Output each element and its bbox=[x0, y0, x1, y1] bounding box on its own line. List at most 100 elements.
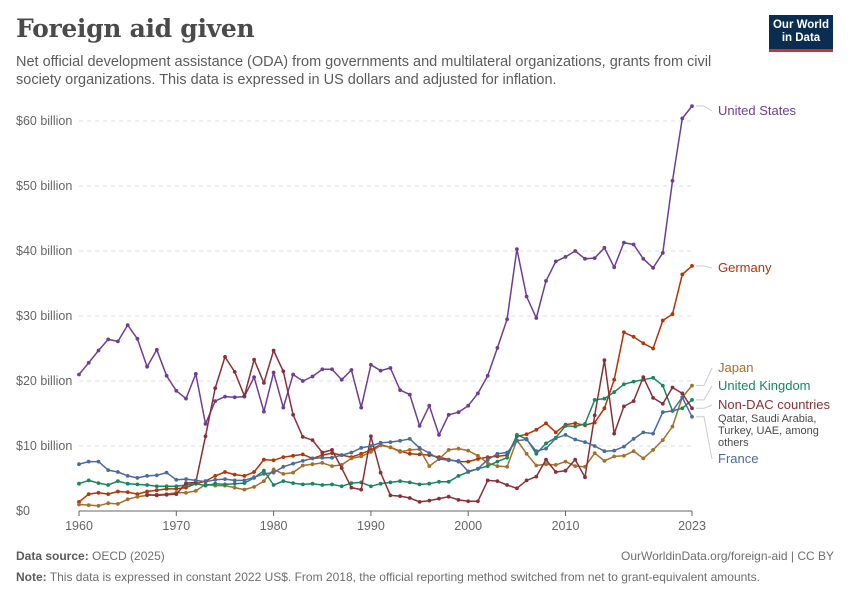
data-point bbox=[651, 396, 655, 400]
data-point bbox=[417, 500, 422, 504]
data-point bbox=[505, 450, 509, 455]
data-point bbox=[427, 451, 432, 455]
data-point bbox=[515, 486, 519, 491]
data-point bbox=[96, 503, 101, 508]
data-point bbox=[651, 431, 655, 436]
data-point bbox=[154, 347, 159, 352]
data-point bbox=[281, 369, 286, 374]
data-point bbox=[125, 490, 130, 494]
data-point bbox=[252, 485, 256, 489]
data-point bbox=[622, 330, 626, 335]
data-point bbox=[349, 450, 354, 455]
license-link[interactable]: OurWorldinData.org/foreign-aid | CC BY bbox=[621, 549, 834, 563]
data-point bbox=[388, 493, 393, 498]
data-point bbox=[534, 463, 539, 468]
data-point bbox=[193, 489, 198, 493]
owid-logo[interactable]: Our World in Data bbox=[769, 15, 833, 52]
data-point bbox=[223, 477, 227, 481]
line-chart: $0 $10 billion $20 billion $30 billion $40 b… bbox=[16, 103, 830, 533]
data-point bbox=[407, 448, 412, 452]
data-point bbox=[125, 474, 130, 478]
data-point bbox=[631, 334, 636, 339]
data-point bbox=[485, 464, 490, 468]
data-point bbox=[670, 409, 675, 413]
data-point bbox=[485, 373, 490, 378]
data-point bbox=[612, 454, 617, 459]
data-point bbox=[583, 475, 587, 480]
series-end-label: United States bbox=[718, 103, 797, 118]
data-point bbox=[154, 473, 159, 478]
data-point bbox=[544, 421, 548, 426]
data-point bbox=[242, 481, 247, 485]
data-source: Data source: OECD (2025) bbox=[16, 549, 165, 563]
chart-title: Foreign aid given bbox=[16, 14, 255, 43]
data-point bbox=[680, 406, 685, 411]
data-point bbox=[232, 395, 237, 400]
data-point bbox=[359, 446, 364, 450]
data-point bbox=[96, 348, 101, 353]
data-point bbox=[631, 399, 636, 403]
data-point bbox=[116, 479, 120, 483]
data-point bbox=[660, 410, 665, 415]
data-point bbox=[398, 438, 402, 443]
data-point bbox=[369, 434, 373, 439]
data-point bbox=[388, 440, 393, 444]
data-point bbox=[291, 461, 295, 466]
source-text[interactable]: OECD (2025) bbox=[92, 549, 165, 563]
data-point bbox=[281, 472, 286, 476]
data-point bbox=[631, 379, 636, 384]
data-point bbox=[592, 256, 597, 260]
data-point bbox=[592, 451, 597, 455]
data-point bbox=[553, 259, 558, 264]
data-point bbox=[485, 461, 490, 465]
data-point bbox=[213, 474, 218, 478]
data-point bbox=[281, 405, 286, 410]
x-tick-label: 1990 bbox=[357, 519, 385, 533]
data-point bbox=[446, 494, 451, 499]
data-point bbox=[495, 451, 500, 456]
data-point bbox=[456, 474, 461, 478]
data-point bbox=[651, 266, 655, 270]
y-tick-label: $60 billion bbox=[16, 114, 72, 128]
data-point bbox=[106, 501, 111, 506]
data-point bbox=[106, 468, 111, 472]
data-point bbox=[271, 458, 276, 463]
y-tick-label: $0 bbox=[16, 504, 30, 518]
data-point bbox=[145, 483, 150, 487]
data-point bbox=[495, 479, 500, 483]
data-point bbox=[271, 483, 276, 487]
series-end-label: Japan bbox=[718, 360, 753, 375]
data-point bbox=[203, 422, 208, 426]
data-point bbox=[622, 404, 626, 409]
data-point bbox=[427, 498, 432, 503]
data-point bbox=[622, 240, 626, 245]
data-point bbox=[398, 479, 402, 483]
data-point bbox=[106, 483, 111, 487]
data-point bbox=[476, 391, 480, 396]
data-point bbox=[174, 388, 179, 393]
data-point bbox=[369, 484, 373, 489]
data-point bbox=[690, 414, 694, 419]
data-point bbox=[242, 478, 247, 483]
data-point bbox=[164, 487, 169, 491]
data-point bbox=[252, 475, 256, 480]
data-point bbox=[125, 323, 130, 327]
data-point bbox=[456, 410, 461, 415]
data-point bbox=[77, 502, 81, 507]
data-point bbox=[310, 438, 315, 442]
data-point bbox=[583, 440, 587, 444]
data-point bbox=[223, 482, 227, 487]
note-label: Note: bbox=[16, 570, 47, 584]
data-point bbox=[310, 462, 315, 467]
label-connector bbox=[696, 105, 713, 112]
data-point bbox=[612, 448, 617, 453]
data-point bbox=[378, 440, 383, 445]
data-point bbox=[300, 459, 305, 463]
data-point bbox=[252, 470, 256, 474]
data-point bbox=[631, 242, 636, 247]
chart-note: Note: This data is expressed in constant… bbox=[16, 570, 760, 584]
data-point bbox=[86, 360, 91, 365]
data-point bbox=[330, 455, 334, 460]
data-point bbox=[446, 448, 451, 452]
data-point bbox=[680, 272, 685, 277]
